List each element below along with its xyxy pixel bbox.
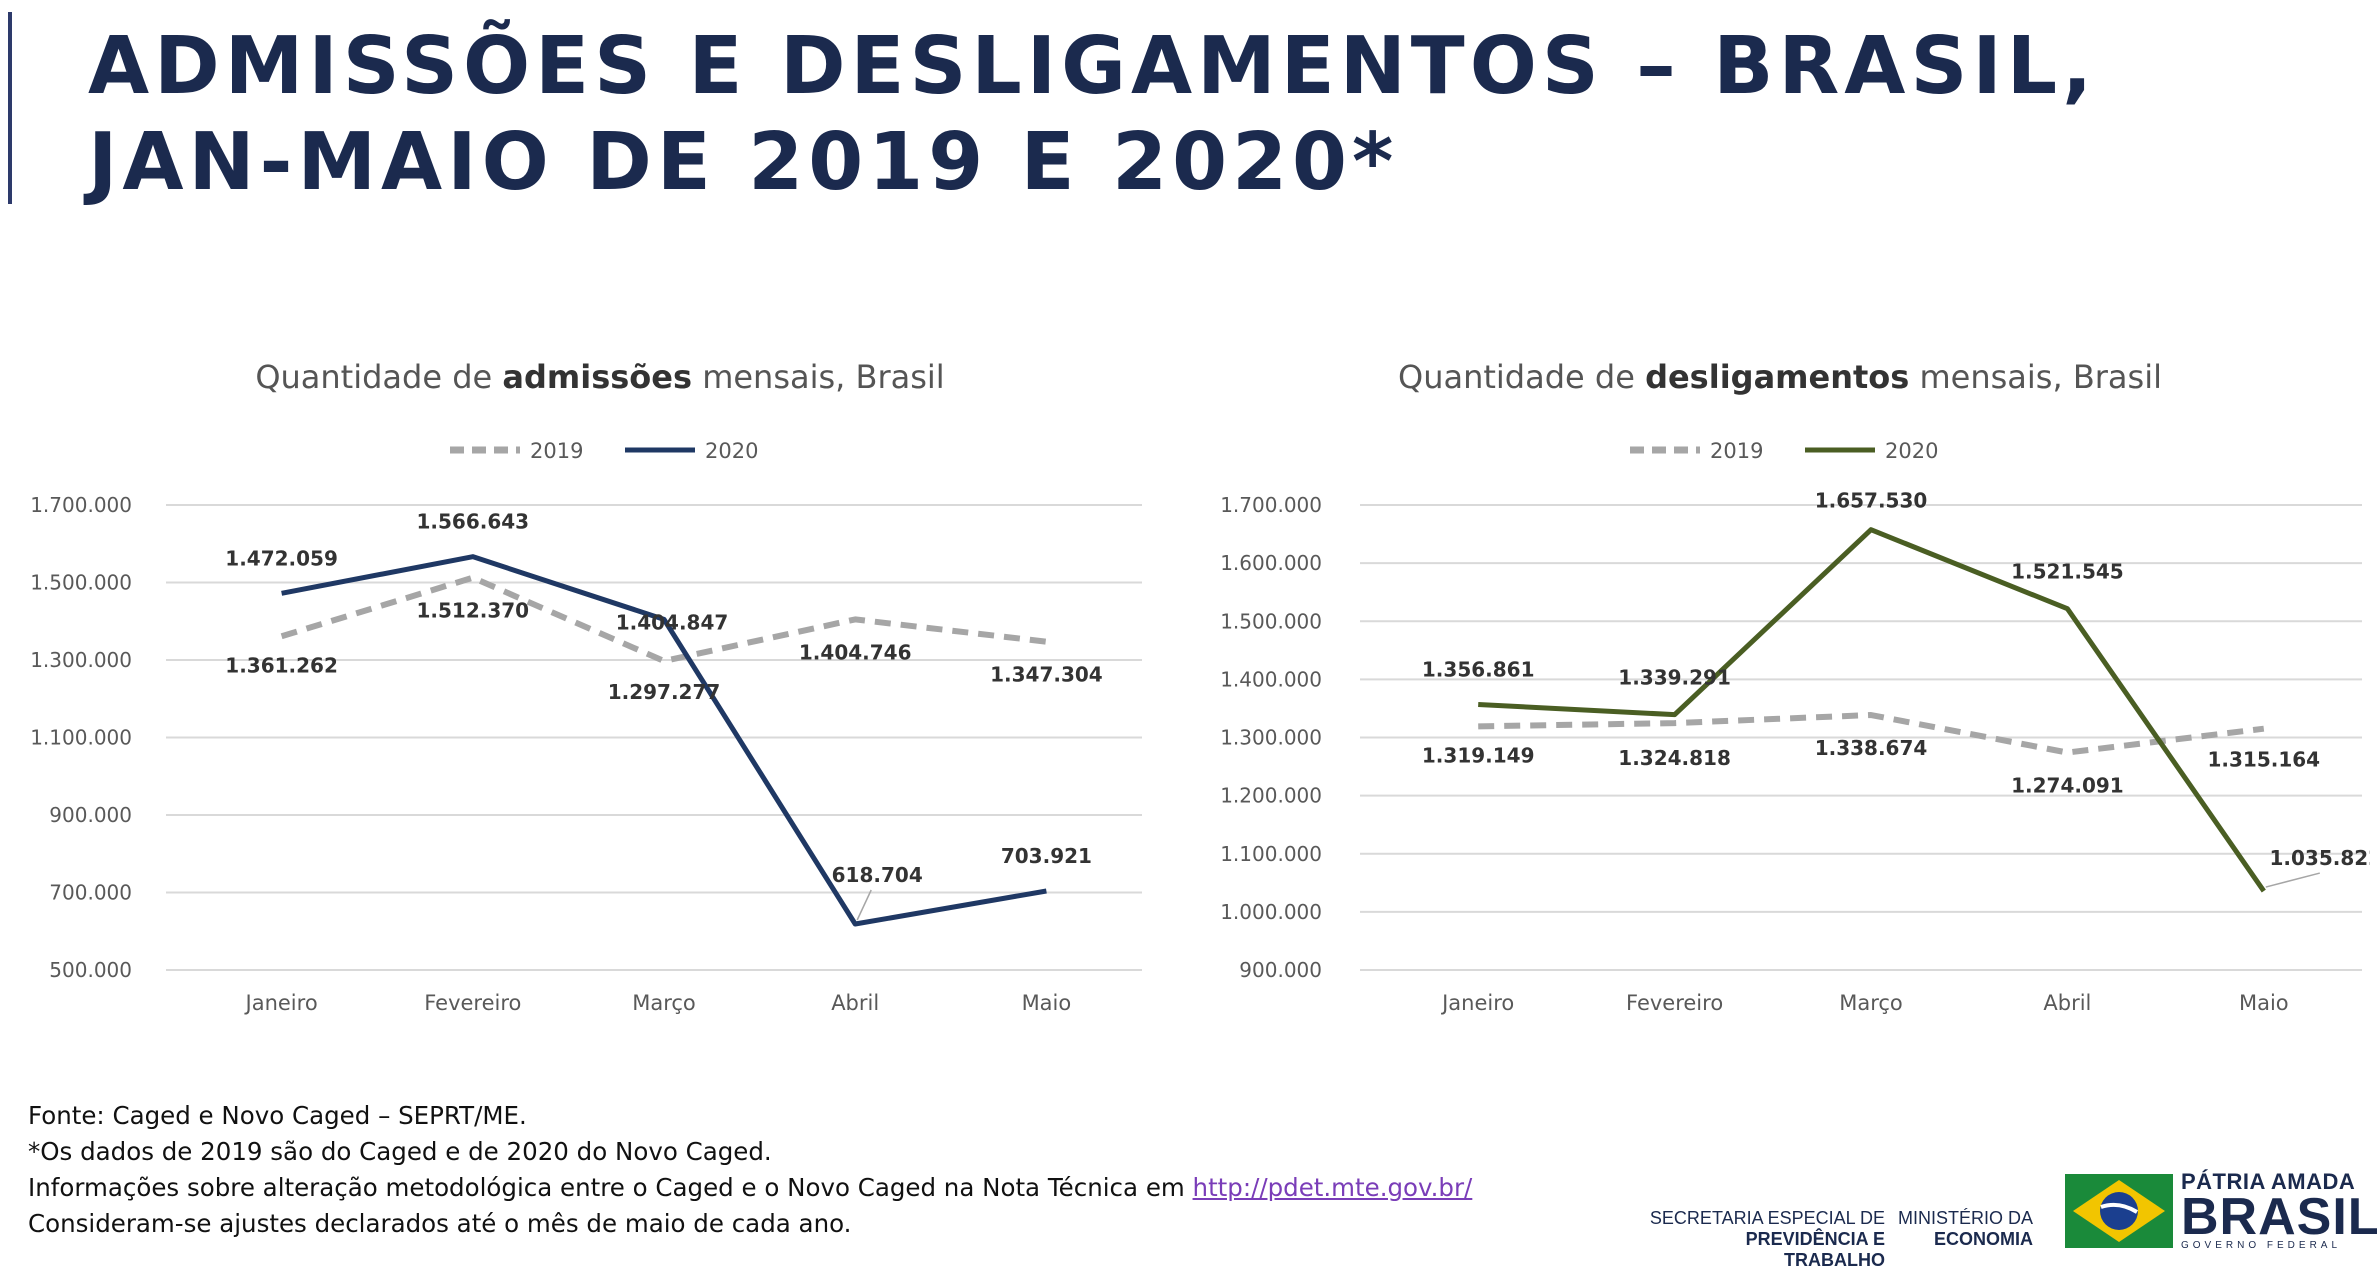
data-label-2020: 618.704	[832, 863, 923, 887]
data-label-leader	[856, 889, 872, 921]
data-label-2019: 1.512.370	[416, 599, 529, 623]
pdet-link[interactable]: http://pdet.mte.gov.br/	[1192, 1173, 1473, 1202]
y-tick-label: 1.300.000	[30, 648, 132, 672]
chart-title: Quantidade de desligamentos mensais, Bra…	[1398, 358, 2162, 396]
legend-label-2019: 2019	[530, 439, 583, 463]
x-tick-label: Fevereiro	[424, 991, 521, 1015]
data-label-2020: 1.356.861	[1422, 657, 1535, 681]
x-tick-label: Março	[1839, 991, 1903, 1015]
patria-logo-line2: BRASIL	[2181, 1188, 2377, 1246]
y-tick-label: 1.000.000	[1220, 900, 1322, 924]
y-tick-label: 1.500.000	[30, 571, 132, 595]
y-tick-label: 1.300.000	[1220, 726, 1322, 750]
data-label-2020: 1.566.643	[416, 510, 529, 534]
data-label-2020: 703.921	[1001, 844, 1092, 868]
y-tick-label: 900.000	[49, 803, 132, 827]
data-label-2020: 1.404.847	[616, 610, 729, 634]
legend-label-2020: 2020	[1885, 439, 1938, 463]
ministry-logo: MINISTÉRIO DA ECONOMIA	[1890, 1208, 2033, 1250]
data-label-2020: 1.657.530	[1815, 489, 1928, 513]
series-line-2019	[1478, 712, 2265, 756]
data-label-2019: 1.324.818	[1618, 746, 1731, 770]
chart-title-bold: admissões	[502, 358, 692, 396]
y-tick-label: 1.700.000	[1220, 493, 1322, 517]
data-label-2020: 1.521.545	[2011, 560, 2124, 584]
y-tick-label: 1.200.000	[1220, 784, 1322, 808]
ministry-logo-line1: MINISTÉRIO DA	[1897, 1208, 2033, 1228]
patria-logo-line1: PÁTRIA AMADA	[2181, 1169, 2356, 1194]
patria-logo-line3: GOVERNO FEDERAL	[2181, 1240, 2342, 1251]
seprt-logo-line2: PREVIDÊNCIA E TRABALHO	[1745, 1229, 1885, 1270]
data-label-2019: 1.404.746	[799, 640, 912, 664]
page-title: ADMISSÕES E DESLIGAMENTOS – BRASIL, JAN-…	[88, 18, 2097, 210]
x-tick-label: Maio	[1022, 991, 1072, 1015]
patria-amada-brasil-logo: PÁTRIA AMADA BRASIL GOVERNO FEDERAL	[2065, 1170, 2377, 1251]
x-tick-label: Janeiro	[1440, 991, 1514, 1015]
data-label-2020: 1.472.059	[225, 546, 338, 570]
y-tick-label: 1.600.000	[1220, 551, 1322, 575]
y-tick-label: 1.700.000	[30, 493, 132, 517]
data-label-2020: 1.035.822	[2269, 846, 2370, 870]
chart-title-bold: desligamentos	[1645, 358, 1909, 396]
data-label-2020: 1.339.291	[1618, 666, 1731, 690]
series-line-2020	[1478, 527, 2266, 893]
y-tick-label: 1.100.000	[30, 726, 132, 750]
chart-title: Quantidade de admissões mensais, Brasil	[255, 358, 944, 396]
dismissals-chart: Quantidade de desligamentos mensais, Bra…	[1220, 358, 2370, 1015]
y-tick-label: 1.400.000	[1220, 667, 1322, 691]
x-tick-label: Fevereiro	[1626, 991, 1723, 1015]
footer-info: Informações sobre alteração metodológica…	[28, 1170, 1472, 1206]
chart-title-suffix: mensais, Brasil	[692, 358, 945, 396]
brazil-flag-icon	[2065, 1174, 2173, 1248]
y-tick-label: 500.000	[49, 958, 132, 982]
chart-title-prefix: Quantidade de	[1398, 358, 1645, 396]
chart-title-suffix: mensais, Brasil	[1909, 358, 2162, 396]
footer-notes: Fonte: Caged e Novo Caged – SEPRT/ME. *O…	[28, 1098, 1472, 1242]
admissions-chart: Quantidade de admissões mensais, Brasil 2…	[30, 358, 1142, 1015]
page-title-line2: JAN-MAIO DE 2019 E 2020*	[88, 116, 1399, 208]
data-label-2019: 1.274.091	[2011, 774, 2124, 798]
ministry-logo-line2: ECONOMIA	[1934, 1229, 2033, 1249]
footer-note: *Os dados de 2019 são do Caged e de 2020…	[28, 1137, 772, 1166]
x-tick-label: Março	[632, 991, 696, 1015]
data-label-2019: 1.338.674	[1815, 736, 1928, 760]
y-tick-label: 1.500.000	[1220, 609, 1322, 633]
x-tick-label: Abril	[2043, 991, 2091, 1015]
y-tick-label: 900.000	[1239, 958, 1322, 982]
chart-title-prefix: Quantidade de	[255, 358, 502, 396]
seprt-logo: SECRETARIA ESPECIAL DE PREVIDÊNCIA E TRA…	[1640, 1208, 1885, 1271]
data-label-2019: 1.361.262	[225, 653, 338, 677]
x-tick-label: Abril	[831, 991, 879, 1015]
y-tick-label: 1.100.000	[1220, 842, 1322, 866]
data-label-2019: 1.315.164	[2207, 748, 2320, 772]
series-line-2020	[281, 554, 1047, 927]
legend-label-2019: 2019	[1710, 439, 1763, 463]
legend-label-2020: 2020	[705, 439, 758, 463]
seprt-logo-line1: SECRETARIA ESPECIAL DE	[1649, 1208, 1885, 1228]
series-line-2019	[280, 574, 1047, 665]
y-tick-label: 700.000	[49, 881, 132, 905]
data-label-2019: 1.319.149	[1422, 743, 1535, 767]
data-label-2019: 1.347.304	[990, 663, 1103, 687]
data-label-2019: 1.297.277	[608, 680, 721, 704]
data-label-leader	[2265, 872, 2320, 888]
page-title-line1: ADMISSÕES E DESLIGAMENTOS – BRASIL,	[88, 20, 2098, 112]
footer-adjust: Consideram-se ajustes declarados até o m…	[28, 1209, 852, 1238]
footer-info-text: Informações sobre alteração metodológica…	[28, 1173, 1193, 1202]
title-accent-bar	[8, 12, 12, 204]
footer-source: Fonte: Caged e Novo Caged – SEPRT/ME.	[28, 1101, 527, 1130]
x-tick-label: Maio	[2239, 991, 2289, 1015]
x-tick-label: Janeiro	[244, 991, 318, 1015]
